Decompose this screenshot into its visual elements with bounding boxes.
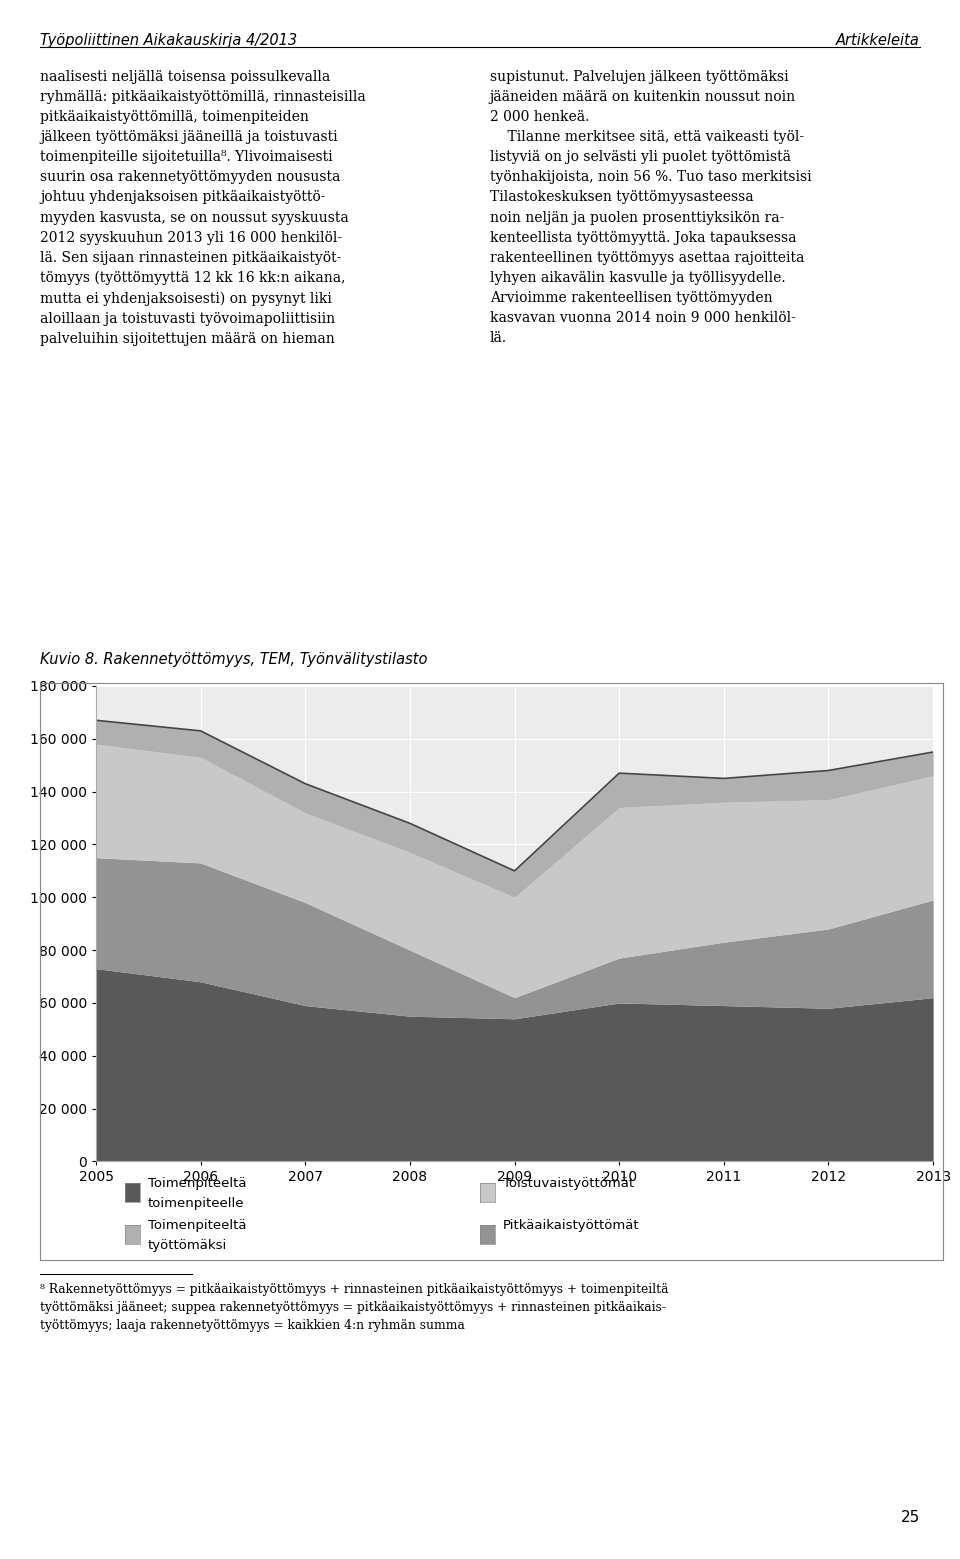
Text: Kuvio 8. Rakennetyöttömyys, TEM, Työnvälitystilasto: Kuvio 8. Rakennetyöttömyys, TEM, Työnväl… (40, 652, 428, 667)
Text: Pitkäaikaistyöttömät: Pitkäaikaistyöttömät (503, 1219, 639, 1232)
Text: supistunut. Palvelujen jälkeen työttömäksi
jääneiden määrä on kuitenkin noussut : supistunut. Palvelujen jälkeen työttömäk… (490, 70, 811, 345)
Text: Työpoliittinen Aikakauskirja 4/2013: Työpoliittinen Aikakauskirja 4/2013 (40, 33, 298, 48)
Text: Artikkeleita: Artikkeleita (836, 33, 920, 48)
Text: Toimenpiteeltä: Toimenpiteeltä (148, 1177, 247, 1190)
Text: 25: 25 (900, 1509, 920, 1525)
Text: työttömäksi: työttömäksi (148, 1239, 228, 1252)
Text: ⁸ Rakennetyöttömyys = pitkäaikaistyöttömyys + rinnasteinen pitkäaikaistyöttömyys: ⁸ Rakennetyöttömyys = pitkäaikaistyöttöm… (40, 1283, 669, 1331)
Text: Toimenpiteeltä: Toimenpiteeltä (148, 1219, 247, 1232)
Text: toimenpiteelle: toimenpiteelle (148, 1197, 245, 1210)
Text: naalisesti neljällä toisensa poissulkevalla
ryhmällä: pitkäaikaistyöttömillä, ri: naalisesti neljällä toisensa poissulkeva… (40, 70, 366, 346)
Text: Toistuvaistyöttömät: Toistuvaistyöttömät (503, 1177, 635, 1190)
